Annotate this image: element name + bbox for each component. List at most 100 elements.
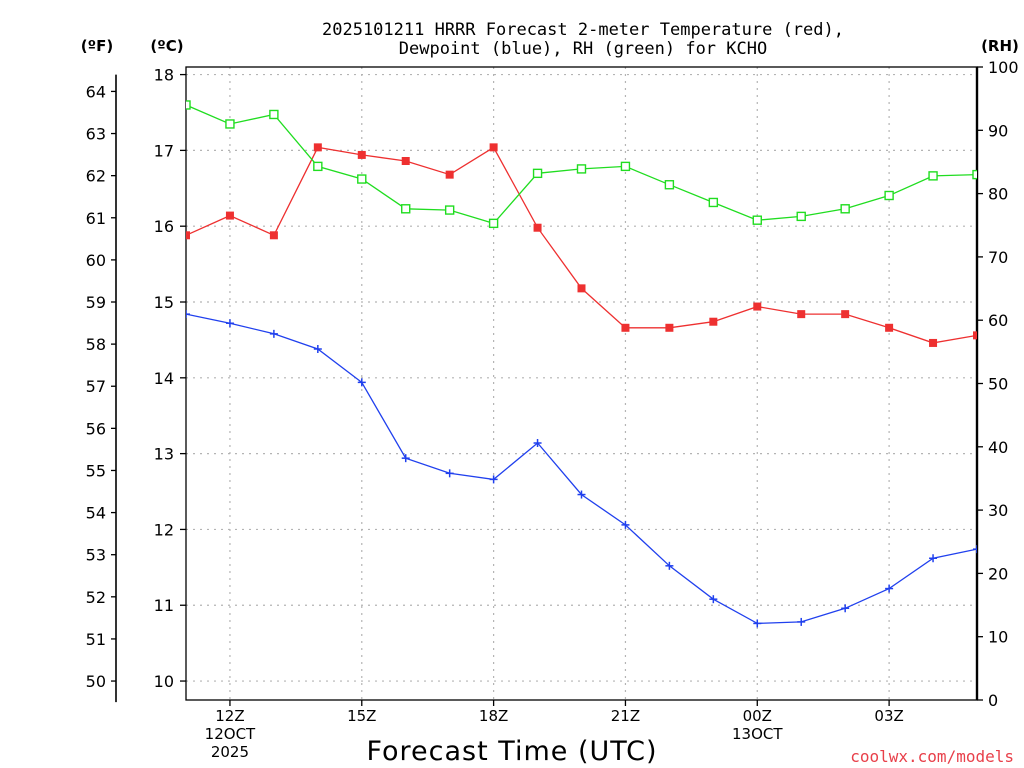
fahrenheit-axis: 50 51 52 53 54 55 56 57 58 59 60 61 62 63 64: [86, 74, 117, 703]
series-dewpoint: [186, 310, 977, 628]
point-rh-7: [488, 218, 499, 229]
fahrenheit-tick-label-51: 51: [86, 630, 106, 649]
point-rh-5: [401, 204, 411, 214]
point-temperature-7: [489, 143, 498, 152]
point-dewpoint-7: [489, 475, 498, 484]
point-dewpoint-10: [621, 520, 630, 529]
point-temperature-3: [313, 143, 322, 152]
point-rh-13: [752, 215, 762, 225]
fahrenheit-tick-label-57: 57: [86, 377, 106, 396]
celsius-axis: 10 11 12 13 14 15 16 17 18: [154, 66, 186, 691]
x-tick-label-2-0: 18Z: [479, 707, 508, 725]
point-rh-16: [884, 190, 894, 201]
point-rh-11: [664, 180, 675, 190]
point-temperature-4: [357, 150, 366, 159]
point-rh-6: [444, 205, 455, 215]
celsius-tick-label-11: 11: [154, 596, 174, 615]
rh-tick-label-80: 80: [988, 185, 1008, 204]
point-temperature-5: [401, 157, 410, 166]
fahrenheit-unit-label: (ºF): [81, 37, 113, 55]
point-temperature-12: [709, 317, 718, 326]
fahrenheit-tick-label-59: 59: [86, 293, 106, 312]
series-rh: [186, 100, 977, 229]
rh-tick-label-20: 20: [988, 564, 1008, 583]
celsius-tick-label-16: 16: [154, 217, 174, 236]
point-rh-18: [972, 169, 977, 180]
point-rh-4: [357, 174, 367, 184]
x-tick-label-3-0: 21Z: [611, 707, 640, 725]
point-dewpoint-8: [533, 439, 542, 448]
point-temperature-1: [225, 211, 234, 220]
point-rh-12: [708, 197, 719, 208]
rh-unit-label: (RH): [981, 37, 1019, 55]
rh-tick-label-50: 50: [988, 375, 1008, 394]
point-dewpoint-1: [225, 319, 234, 328]
point-dewpoint-0: [186, 310, 190, 319]
point-dewpoint-5: [401, 454, 410, 463]
point-rh-3: [313, 161, 323, 172]
x-tick-label-5-0: 03Z: [874, 707, 903, 725]
point-dewpoint-15: [841, 604, 850, 613]
rh-tick-label-10: 10: [988, 628, 1008, 647]
chart-title: 2025101211 HRRR Forecast 2-meter Tempera…: [322, 20, 844, 59]
x-tick-label-1-0: 15Z: [347, 707, 376, 725]
fahrenheit-tick-label-52: 52: [86, 588, 106, 607]
fahrenheit-tick-label-62: 62: [86, 167, 106, 186]
point-rh-15: [840, 204, 850, 214]
celsius-tick-label-15: 15: [154, 293, 174, 312]
series-line-temperature: [186, 146, 977, 344]
celsius-tick-label-14: 14: [154, 369, 174, 388]
rh-tick-label-40: 40: [988, 438, 1008, 457]
point-temperature-2: [269, 231, 278, 240]
point-dewpoint-17: [929, 554, 938, 563]
point-temperature-18: [973, 331, 977, 340]
point-dewpoint-2: [269, 329, 278, 338]
x-tick-label-4-1: 13OCT: [732, 725, 783, 743]
point-rh-8: [532, 168, 543, 179]
rh-tick-label-100: 100: [988, 58, 1019, 77]
point-dewpoint-13: [753, 619, 762, 628]
fahrenheit-tick-label-50: 50: [86, 672, 106, 691]
rh-tick-label-90: 90: [988, 121, 1008, 140]
point-rh-1: [225, 119, 235, 129]
series-line-rh: [186, 104, 977, 225]
rh-tick-label-30: 30: [988, 501, 1008, 520]
rh-tick-label-60: 60: [988, 311, 1008, 330]
point-temperature-16: [885, 323, 894, 332]
fahrenheit-tick-label-53: 53: [86, 546, 106, 565]
point-dewpoint-9: [577, 490, 586, 499]
point-dewpoint-18: [973, 545, 977, 554]
point-rh-0: [186, 100, 191, 110]
point-dewpoint-12: [709, 595, 718, 604]
x-tick-label-0-1: 12OCT: [205, 725, 256, 743]
fahrenheit-tick-label-60: 60: [86, 251, 106, 270]
point-rh-14: [796, 211, 806, 222]
point-temperature-10: [621, 323, 630, 332]
x-tick-label-4-0: 00Z: [743, 707, 772, 725]
point-temperature-9: [577, 284, 586, 293]
point-rh-17: [928, 171, 938, 181]
celsius-tick-label-13: 13: [154, 445, 174, 464]
point-dewpoint-11: [665, 561, 674, 570]
point-temperature-11: [665, 323, 674, 332]
point-temperature-13: [753, 302, 762, 311]
point-temperature-15: [841, 310, 850, 319]
point-dewpoint-6: [445, 469, 454, 478]
point-rh-9: [576, 164, 587, 174]
point-dewpoint-14: [797, 617, 806, 626]
fahrenheit-tick-label-61: 61: [86, 209, 106, 228]
data-series: [186, 100, 977, 628]
point-dewpoint-16: [885, 584, 894, 593]
rh-axis: 0 10 20 30 40 50 60 70 80 90 100: [977, 58, 1019, 710]
point-temperature-0: [186, 231, 190, 240]
series-temperature: [186, 143, 977, 347]
series-line-dewpoint: [186, 313, 977, 625]
fahrenheit-tick-label-54: 54: [86, 504, 106, 523]
fahrenheit-tick-label-55: 55: [86, 461, 106, 480]
point-temperature-17: [929, 338, 938, 347]
point-temperature-8: [533, 223, 542, 232]
credit-text: coolwx.com/models: [850, 747, 1014, 766]
point-dewpoint-4: [357, 378, 366, 387]
fahrenheit-tick-label-56: 56: [86, 419, 106, 438]
